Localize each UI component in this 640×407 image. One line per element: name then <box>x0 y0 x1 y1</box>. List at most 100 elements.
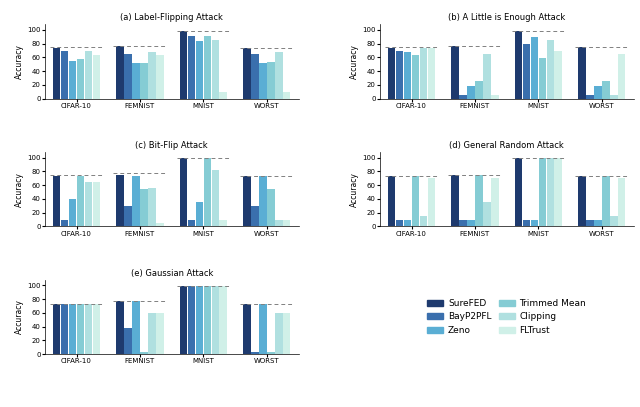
Bar <box>148 313 156 354</box>
Bar <box>483 202 491 226</box>
Bar <box>140 188 148 226</box>
Bar <box>283 219 291 226</box>
Bar <box>140 352 148 354</box>
Bar <box>53 48 60 98</box>
Bar <box>610 95 618 98</box>
Bar <box>68 199 76 226</box>
Bar <box>483 54 491 98</box>
Bar <box>523 44 531 98</box>
Y-axis label: Accuracy: Accuracy <box>350 44 360 79</box>
Bar <box>267 188 275 226</box>
Bar <box>220 286 227 354</box>
Bar <box>156 55 164 98</box>
Bar <box>140 63 148 98</box>
Bar <box>539 58 546 98</box>
Y-axis label: Accuracy: Accuracy <box>15 172 24 207</box>
Bar <box>196 41 204 98</box>
Bar <box>267 352 275 354</box>
Bar <box>220 92 227 98</box>
Bar <box>491 95 499 98</box>
Bar <box>594 219 602 226</box>
Bar <box>93 182 100 226</box>
Bar <box>212 40 219 98</box>
Title: (a) Label-Flipping Attack: (a) Label-Flipping Attack <box>120 13 223 22</box>
Bar <box>460 219 467 226</box>
Bar <box>618 178 625 226</box>
Legend: SureFED, BayP2PFL, Zeno, Trimmed Mean, Clipping, FLTrust: SureFED, BayP2PFL, Zeno, Trimmed Mean, C… <box>424 296 589 338</box>
Bar <box>212 170 219 226</box>
Bar <box>267 62 275 98</box>
Bar <box>275 52 282 98</box>
Bar <box>602 81 610 98</box>
Bar <box>515 158 522 226</box>
Title: (e) Gaussian Attack: (e) Gaussian Attack <box>131 269 213 278</box>
Bar <box>547 158 554 226</box>
Bar <box>252 206 259 226</box>
Bar <box>404 219 412 226</box>
Bar <box>412 55 419 98</box>
Bar <box>586 95 594 98</box>
Bar <box>467 85 475 98</box>
Bar <box>602 176 610 226</box>
Bar <box>259 176 267 226</box>
Bar <box>420 48 427 98</box>
Bar <box>124 206 132 226</box>
Bar <box>283 92 291 98</box>
Bar <box>618 54 625 98</box>
Bar <box>180 31 188 98</box>
Bar <box>259 304 267 354</box>
Bar <box>404 52 412 98</box>
Bar <box>554 50 562 98</box>
Bar <box>180 158 188 226</box>
Bar <box>243 304 251 354</box>
Y-axis label: Accuracy: Accuracy <box>350 172 360 207</box>
Title: (d) General Random Attack: (d) General Random Attack <box>449 141 564 150</box>
Bar <box>196 286 204 354</box>
Bar <box>196 202 204 226</box>
Bar <box>515 31 522 98</box>
Bar <box>68 304 76 354</box>
Y-axis label: Accuracy: Accuracy <box>15 44 24 79</box>
Bar <box>283 313 291 354</box>
Bar <box>586 219 594 226</box>
Bar <box>388 176 396 226</box>
Bar <box>252 54 259 98</box>
Bar <box>77 176 84 226</box>
Bar <box>156 313 164 354</box>
Bar <box>420 216 427 226</box>
Bar <box>428 48 435 98</box>
Bar <box>275 313 282 354</box>
Bar <box>124 54 132 98</box>
Bar <box>93 55 100 98</box>
Bar <box>84 182 92 226</box>
Bar <box>460 95 467 98</box>
Bar <box>84 304 92 354</box>
Bar <box>93 304 100 354</box>
Bar <box>188 219 195 226</box>
Bar <box>396 50 403 98</box>
Bar <box>148 52 156 98</box>
Bar <box>132 176 140 226</box>
Bar <box>148 188 156 226</box>
Bar <box>428 178 435 226</box>
Bar <box>132 301 140 354</box>
Bar <box>467 219 475 226</box>
Bar <box>116 46 124 98</box>
Bar <box>77 304 84 354</box>
Bar <box>523 219 531 226</box>
Bar <box>77 59 84 98</box>
Bar <box>68 61 76 98</box>
Bar <box>220 219 227 226</box>
Bar <box>124 328 132 354</box>
Bar <box>53 304 60 354</box>
Y-axis label: Accuracy: Accuracy <box>15 300 24 335</box>
Bar <box>204 286 211 354</box>
Bar <box>116 301 124 354</box>
Bar <box>579 176 586 226</box>
Bar <box>594 85 602 98</box>
Bar <box>84 50 92 98</box>
Bar <box>475 175 483 226</box>
Bar <box>212 286 219 354</box>
Bar <box>531 219 538 226</box>
Title: (c) Bit-Flip Attack: (c) Bit-Flip Attack <box>136 141 208 150</box>
